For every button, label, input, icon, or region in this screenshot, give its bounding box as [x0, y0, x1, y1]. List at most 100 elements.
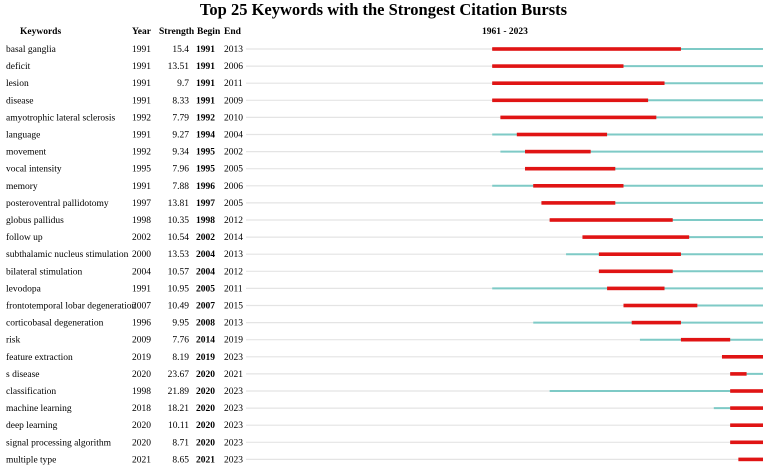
begin-value: 2002 [196, 233, 215, 243]
year-value: 1991 [132, 79, 151, 89]
keyword-label: disease [6, 96, 33, 106]
year-value: 2002 [132, 233, 151, 243]
burst-bar [730, 423, 763, 427]
burst-bar [598, 269, 673, 274]
begin-value: 2020 [196, 421, 215, 431]
strength-value: 18.21 [168, 404, 190, 414]
keyword-label: globus pallidus [6, 216, 64, 226]
begin-value: 2005 [196, 284, 215, 294]
year-value: 1991 [132, 96, 151, 106]
year-value: 1991 [132, 131, 151, 141]
end-value: 2014 [224, 233, 243, 243]
end-value: 2021 [224, 370, 243, 380]
keyword-label: s disease [6, 370, 40, 380]
burst-bar [680, 337, 731, 342]
strength-value: 8.71 [172, 438, 189, 448]
begin-value: 2021 [196, 455, 215, 465]
end-value: 2013 [224, 319, 243, 329]
begin-value: 1995 [196, 148, 215, 158]
burst-bar [525, 166, 616, 171]
strength-value: 10.49 [168, 302, 190, 312]
keyword-label: multiple type [6, 455, 56, 465]
burst-bar [582, 235, 690, 239]
end-value: 2023 [224, 387, 243, 397]
strength-value: 21.89 [168, 387, 190, 397]
strength-value: 7.79 [172, 113, 189, 123]
burst-bar [549, 218, 673, 222]
keyword-label: movement [6, 148, 46, 158]
keyword-label: corticobasal degeneration [6, 319, 104, 329]
burst-bar [631, 320, 681, 325]
begin-value: 2020 [196, 387, 215, 397]
keyword-label: frontotemporal lobar degeneration [6, 301, 137, 312]
begin-value: 1991 [196, 45, 215, 55]
begin-value: 1998 [196, 216, 215, 226]
burst-bar [492, 47, 681, 51]
begin-value: 1991 [196, 62, 215, 72]
year-value: 1992 [132, 148, 151, 158]
header-begin: Begin [197, 27, 221, 37]
keyword-label: basal ganglia [6, 45, 57, 55]
keyword-label: deep learning [6, 421, 58, 431]
end-value: 2006 [224, 62, 243, 72]
strength-value: 13.51 [168, 62, 190, 72]
burst-bar [730, 406, 763, 410]
year-value: 2019 [132, 353, 151, 363]
burst-bar [738, 457, 763, 462]
end-value: 2019 [224, 336, 243, 346]
keyword-label: memory [6, 182, 38, 192]
header-keywords: Keywords [20, 27, 62, 37]
burst-bar [492, 98, 649, 103]
keyword-label: bilateral stimulation [6, 267, 82, 277]
burst-bar [598, 252, 681, 256]
strength-value: 9.27 [172, 131, 189, 141]
keyword-label: lesion [6, 79, 29, 89]
burst-bar [721, 355, 763, 359]
end-value: 2011 [224, 79, 243, 89]
begin-value: 1994 [196, 131, 215, 141]
year-value: 1991 [132, 45, 151, 55]
begin-value: 1991 [196, 96, 215, 106]
begin-value: 1991 [196, 79, 215, 89]
strength-value: 9.7 [177, 79, 189, 89]
burst-bar [516, 132, 608, 137]
year-value: 1998 [132, 216, 151, 226]
keyword-label: machine learning [6, 404, 72, 414]
strength-value: 10.11 [168, 421, 189, 431]
end-value: 2023 [224, 353, 243, 363]
header-time-range: 1961 - 2023 [482, 27, 528, 37]
strength-value: 10.35 [168, 216, 190, 226]
year-value: 1996 [132, 319, 151, 329]
header-strength: Strength [159, 27, 195, 37]
keyword-label: language [6, 131, 40, 141]
keyword-label: subthalamic nucleus stimulation [6, 250, 129, 260]
strength-value: 7.88 [172, 182, 189, 192]
burst-bar [492, 81, 665, 85]
end-value: 2015 [224, 302, 243, 312]
chart-title: Top 25 Keywords with the Strongest Citat… [199, 0, 568, 19]
begin-value: 2004 [196, 267, 215, 277]
end-value: 2005 [224, 199, 243, 209]
year-value: 2004 [132, 267, 151, 277]
year-value: 2009 [132, 336, 151, 346]
burst-bar [607, 286, 665, 291]
year-value: 2021 [132, 455, 151, 465]
keyword-label: vocal intensity [6, 165, 62, 175]
end-value: 2012 [224, 267, 243, 277]
strength-value: 7.76 [172, 336, 189, 346]
strength-value: 10.57 [168, 267, 190, 277]
burst-bar [730, 389, 763, 393]
strength-value: 8.19 [172, 353, 189, 363]
keyword-label: posteroventral pallidotomy [6, 199, 109, 209]
strength-value: 13.53 [168, 250, 190, 260]
keyword-label: deficit [6, 61, 31, 72]
keyword-label: signal processing algorithm [6, 438, 112, 448]
begin-value: 2020 [196, 404, 215, 414]
burst-bar [525, 149, 591, 154]
end-value: 2009 [224, 96, 243, 106]
begin-value: 1996 [196, 182, 215, 192]
end-value: 2004 [224, 131, 243, 141]
year-value: 1995 [132, 165, 151, 175]
begin-value: 2004 [196, 250, 215, 260]
